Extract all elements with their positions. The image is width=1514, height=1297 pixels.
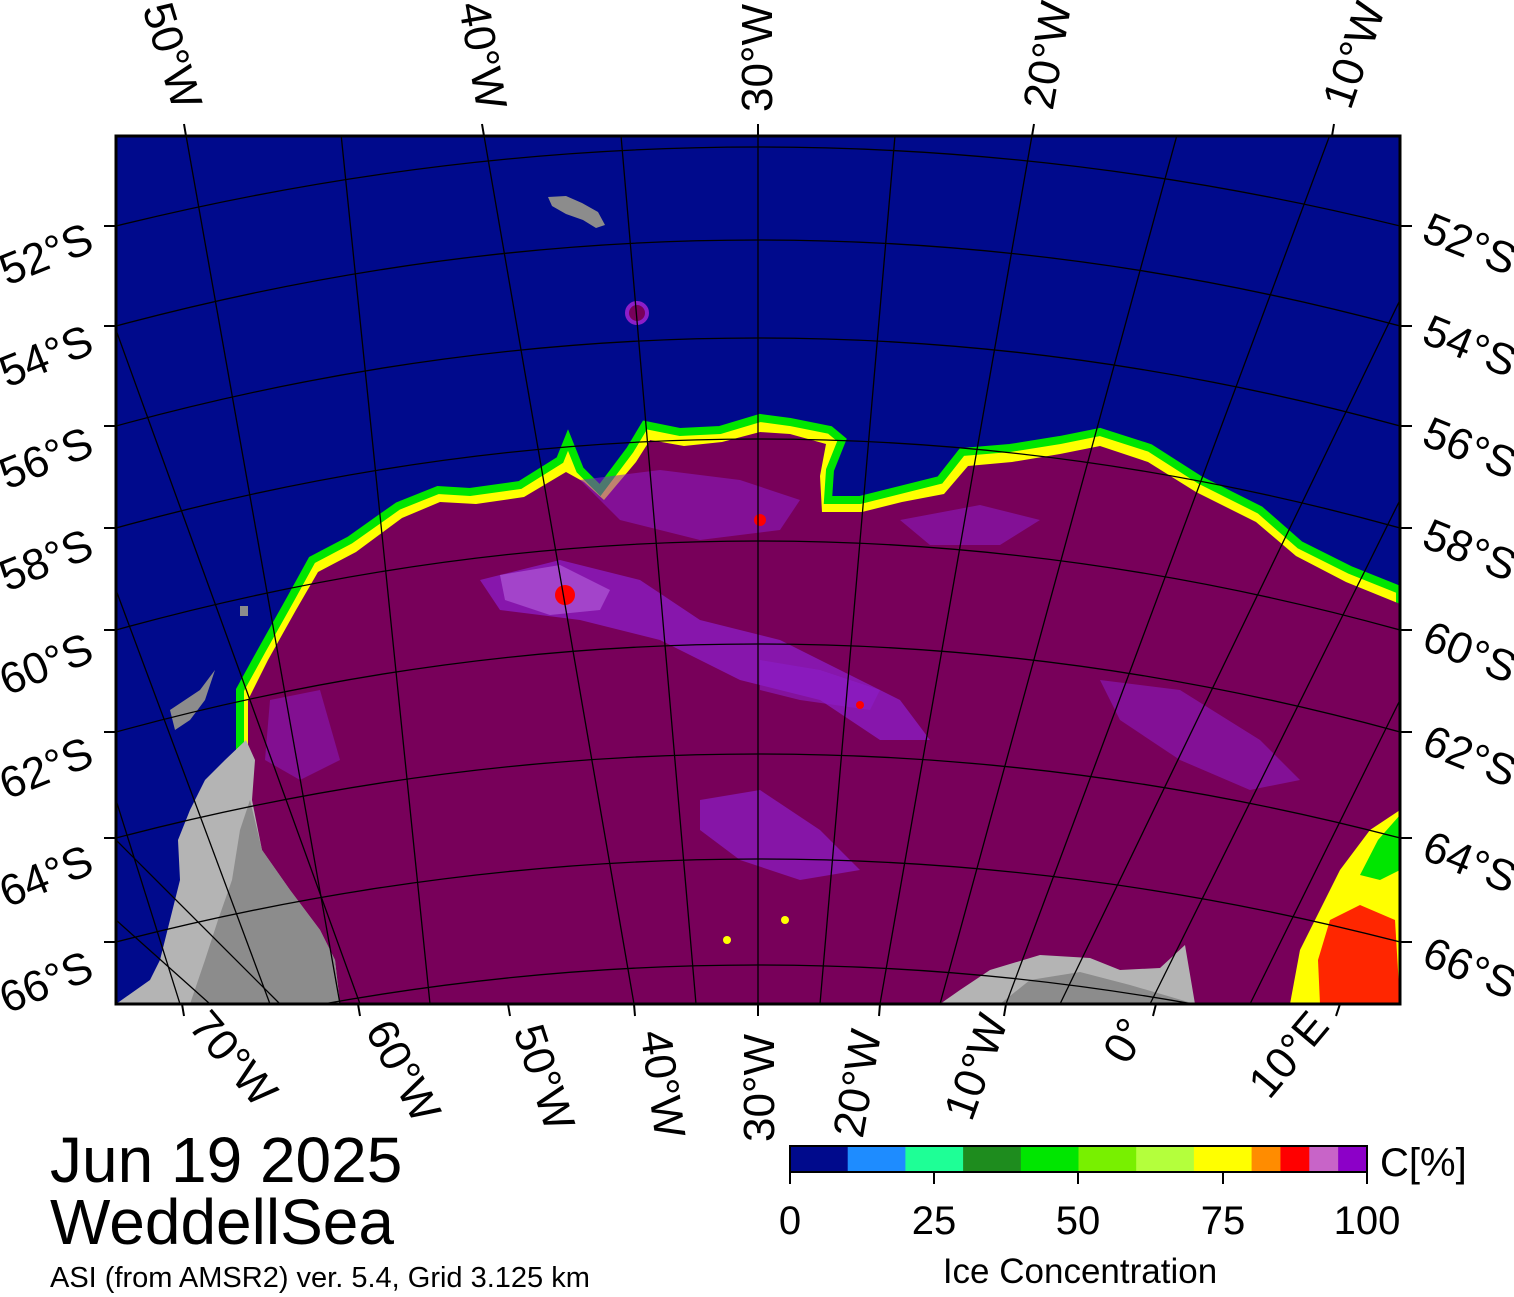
left-latitude-labels: 52°S 54°S 56°S 58°S 60°S 62°S 64°S 66°S bbox=[0, 214, 100, 1023]
meridian bbox=[1005, 136, 1331, 1004]
map-area bbox=[116, 136, 1400, 1004]
lat-label-right: 54°S bbox=[1416, 306, 1514, 387]
colorbar-swatch bbox=[1020, 1146, 1079, 1172]
meridian bbox=[1249, 699, 1400, 1004]
right-latitude-labels: 52°S 54°S 56°S 58°S 60°S 62°S 64°S 66°S bbox=[1416, 204, 1514, 1009]
lon-label-top: 50°W bbox=[133, 0, 212, 115]
falkland-islands bbox=[548, 196, 605, 228]
meridian bbox=[116, 329, 361, 1004]
graticule bbox=[116, 136, 1400, 1004]
meridian bbox=[116, 839, 281, 1004]
lat-label-left: 58°S bbox=[0, 520, 100, 601]
map-date: Jun 19 2025 bbox=[50, 1124, 403, 1196]
lon-label-top: 40°W bbox=[449, 0, 516, 113]
meridian bbox=[819, 136, 896, 1004]
meridian bbox=[116, 919, 211, 1004]
lon-label-bottom: 10°E bbox=[1239, 1002, 1338, 1107]
lat-label-left: 64°S bbox=[0, 836, 100, 917]
colorbar-ticks bbox=[789, 1172, 1368, 1184]
colorbar-swatch bbox=[1251, 1146, 1281, 1172]
meridian bbox=[185, 136, 341, 1004]
map-region: WeddellSea bbox=[50, 1186, 394, 1258]
lon-label-bottom: 20°W bbox=[824, 1026, 891, 1141]
lon-label-bottom: 10°W bbox=[935, 1007, 1018, 1126]
meridian bbox=[620, 136, 697, 1004]
lat-label-right: 66°S bbox=[1416, 928, 1514, 1009]
lon-label-bottom: 60°W bbox=[356, 1012, 450, 1131]
colorbar-unit: C[%] bbox=[1380, 1141, 1467, 1185]
colorbar-swatch bbox=[1338, 1146, 1368, 1172]
colorbar-swatch bbox=[1078, 1146, 1137, 1172]
lat-label-left: 60°S bbox=[0, 624, 100, 705]
colorbar-swatches bbox=[790, 1146, 1368, 1172]
top-longitude-labels: 50°W 40°W 30°W 20°W 10°W bbox=[133, 0, 1396, 115]
colorbar: 0 25 50 75 100 C[%] Ice Concentration bbox=[779, 1141, 1467, 1291]
lon-label-bottom: 0° bbox=[1094, 1010, 1157, 1071]
colorbar-swatch bbox=[847, 1146, 906, 1172]
colorbar-swatch bbox=[963, 1146, 1022, 1172]
islet bbox=[240, 606, 248, 616]
lat-label-left: 52°S bbox=[0, 214, 100, 295]
lat-label-right: 60°S bbox=[1416, 612, 1514, 693]
meridian bbox=[116, 589, 271, 1004]
colorbar-tick-label: 0 bbox=[779, 1199, 801, 1243]
colorbar-swatch bbox=[790, 1146, 849, 1172]
meridian bbox=[1059, 299, 1400, 1004]
lon-label-bottom: 30°W bbox=[735, 1034, 784, 1143]
lon-label-top: 10°W bbox=[1314, 0, 1396, 114]
colorbar-swatch bbox=[1136, 1146, 1195, 1172]
lat-label-left: 56°S bbox=[0, 418, 100, 499]
meridian bbox=[340, 136, 431, 1004]
lat-label-right: 62°S bbox=[1416, 716, 1514, 797]
meridian bbox=[483, 136, 635, 1004]
lat-label-left: 62°S bbox=[0, 728, 100, 809]
lat-label-right: 58°S bbox=[1416, 510, 1514, 591]
lon-label-bottom: 70°W bbox=[180, 1002, 287, 1117]
colorbar-tick-label: 100 bbox=[1334, 1199, 1401, 1243]
ice-texture bbox=[265, 470, 1300, 944]
lat-label-right: 56°S bbox=[1416, 408, 1514, 489]
colorbar-tick-label: 25 bbox=[912, 1199, 957, 1243]
lat-label-right: 52°S bbox=[1416, 204, 1514, 285]
lon-label-bottom: 40°W bbox=[631, 1027, 695, 1141]
colorbar-tick-label: 75 bbox=[1201, 1199, 1246, 1243]
peninsula-inland bbox=[190, 800, 340, 1004]
colorbar-title: Ice Concentration bbox=[943, 1252, 1217, 1291]
colorbar-swatch bbox=[905, 1146, 964, 1172]
lat-label-left: 66°S bbox=[0, 942, 100, 1023]
lon-label-top: 30°W bbox=[733, 4, 782, 113]
product-info: ASI (from AMSR2) ver. 5.4, Grid 3.125 km bbox=[50, 1262, 590, 1294]
colorbar-swatch bbox=[1193, 1146, 1253, 1172]
colorbar-swatch bbox=[1309, 1146, 1339, 1172]
lon-label-top: 20°W bbox=[1014, 0, 1081, 113]
lat-label-right: 64°S bbox=[1416, 822, 1514, 903]
meridian bbox=[116, 799, 181, 1004]
meridian bbox=[1149, 499, 1400, 1004]
eastern-ice-red bbox=[1318, 905, 1400, 1004]
colorbar-swatch bbox=[1280, 1146, 1310, 1172]
lat-label-left: 54°S bbox=[0, 316, 100, 397]
meridian bbox=[939, 136, 1178, 1004]
eastern-ice-green bbox=[1360, 815, 1400, 880]
colorbar-tick-label: 50 bbox=[1056, 1199, 1101, 1243]
meridian bbox=[879, 136, 1033, 1004]
tick-marks bbox=[104, 123, 1412, 1017]
bottom-longitude-labels: 70°W 60°W 50°W 40°W 30°W 20°W 10°W 0° 10… bbox=[180, 1002, 1339, 1143]
lon-label-bottom: 50°W bbox=[504, 1019, 584, 1137]
